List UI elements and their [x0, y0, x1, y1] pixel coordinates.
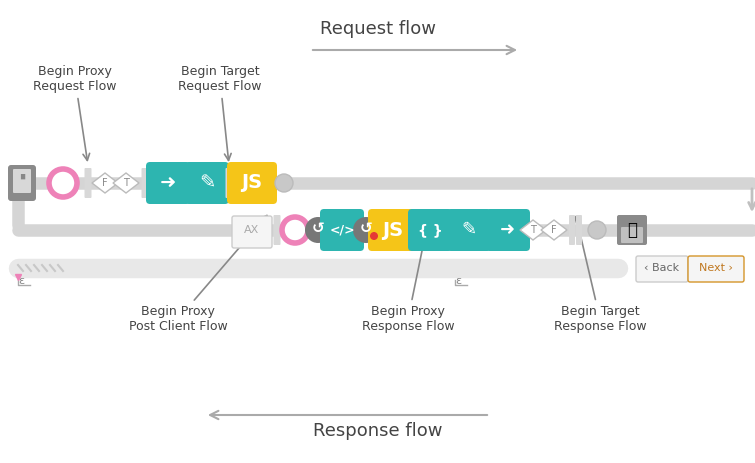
Text: ➜: ➜ — [501, 221, 516, 239]
Text: { }: { } — [418, 223, 442, 237]
FancyBboxPatch shape — [146, 162, 190, 204]
FancyBboxPatch shape — [320, 209, 364, 251]
Circle shape — [588, 221, 606, 239]
Polygon shape — [113, 173, 139, 193]
FancyBboxPatch shape — [576, 215, 582, 245]
Text: ✎: ✎ — [199, 174, 215, 193]
FancyBboxPatch shape — [85, 168, 91, 198]
FancyBboxPatch shape — [273, 215, 281, 245]
FancyBboxPatch shape — [368, 209, 418, 251]
FancyBboxPatch shape — [185, 162, 229, 204]
Text: ✎: ✎ — [461, 221, 476, 239]
Text: ε: ε — [455, 276, 461, 286]
Circle shape — [370, 232, 378, 240]
Text: ε: ε — [18, 276, 24, 286]
FancyBboxPatch shape — [486, 209, 530, 251]
Text: 🏭: 🏭 — [627, 221, 637, 239]
Circle shape — [305, 217, 331, 243]
Circle shape — [353, 217, 379, 243]
Text: ➜: ➜ — [160, 174, 176, 193]
Text: Begin Proxy
Response Flow: Begin Proxy Response Flow — [362, 217, 455, 333]
Text: JS: JS — [242, 174, 263, 193]
Text: Request flow: Request flow — [319, 20, 436, 38]
FancyBboxPatch shape — [227, 162, 277, 204]
Text: Response flow: Response flow — [313, 422, 442, 440]
FancyBboxPatch shape — [447, 209, 491, 251]
Polygon shape — [541, 220, 567, 240]
FancyBboxPatch shape — [226, 168, 233, 198]
Text: ‹ Back: ‹ Back — [645, 263, 680, 273]
Circle shape — [275, 174, 293, 192]
FancyBboxPatch shape — [13, 169, 31, 193]
Text: F: F — [102, 178, 108, 188]
Circle shape — [282, 217, 308, 243]
Text: AX: AX — [245, 225, 260, 235]
Text: ▇: ▇ — [20, 173, 24, 179]
Text: Begin Proxy
Request Flow: Begin Proxy Request Flow — [33, 65, 117, 160]
FancyBboxPatch shape — [141, 168, 149, 198]
Text: Begin Proxy
Post Client Flow: Begin Proxy Post Client Flow — [128, 215, 267, 333]
Text: ↺: ↺ — [312, 221, 325, 237]
FancyBboxPatch shape — [408, 209, 452, 251]
Text: JS: JS — [383, 220, 404, 239]
FancyBboxPatch shape — [621, 227, 643, 243]
Text: Begin Target
Request Flow: Begin Target Request Flow — [178, 65, 262, 160]
Text: F: F — [551, 225, 557, 235]
Text: </>: </> — [329, 224, 355, 237]
Text: T: T — [530, 225, 536, 235]
Text: Next ›: Next › — [699, 263, 733, 273]
FancyBboxPatch shape — [688, 256, 744, 282]
FancyBboxPatch shape — [8, 165, 36, 201]
Polygon shape — [92, 173, 118, 193]
FancyBboxPatch shape — [636, 256, 688, 282]
FancyBboxPatch shape — [617, 215, 647, 245]
FancyBboxPatch shape — [569, 215, 575, 245]
Text: T: T — [123, 178, 129, 188]
Polygon shape — [520, 220, 546, 240]
Circle shape — [49, 169, 77, 197]
Text: ↺: ↺ — [359, 221, 372, 237]
Text: Begin Target
Response Flow: Begin Target Response Flow — [553, 217, 646, 333]
FancyBboxPatch shape — [232, 216, 272, 248]
